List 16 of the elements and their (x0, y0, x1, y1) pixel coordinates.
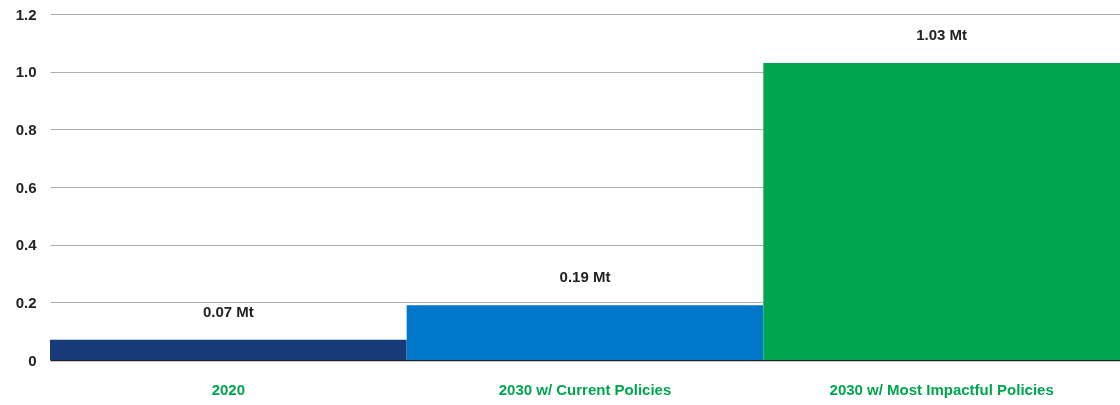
x-tick-label: 2030 w/ Most Impactful Policies (829, 380, 1054, 398)
y-tick-label: 0.2 (15, 293, 37, 311)
y-tick-label: 1.0 (15, 63, 37, 81)
bar (406, 305, 764, 360)
data-label: 0.19 Mt (559, 268, 611, 286)
data-label: 0.07 Mt (202, 302, 254, 320)
x-tick-label: 2030 w/ Current Policies (498, 380, 672, 398)
y-tick-label: 0.4 (15, 236, 38, 254)
bar (763, 63, 1120, 360)
x-tick-label: 2020 (211, 380, 246, 398)
y-tick-label: 0.6 (15, 178, 37, 196)
bar (50, 339, 407, 360)
y-tick-label: 1.2 (15, 5, 37, 23)
data-label: 1.03 Mt (916, 26, 968, 44)
y-tick-label: 0.8 (15, 120, 37, 138)
y-tick-label: 0 (28, 351, 37, 369)
